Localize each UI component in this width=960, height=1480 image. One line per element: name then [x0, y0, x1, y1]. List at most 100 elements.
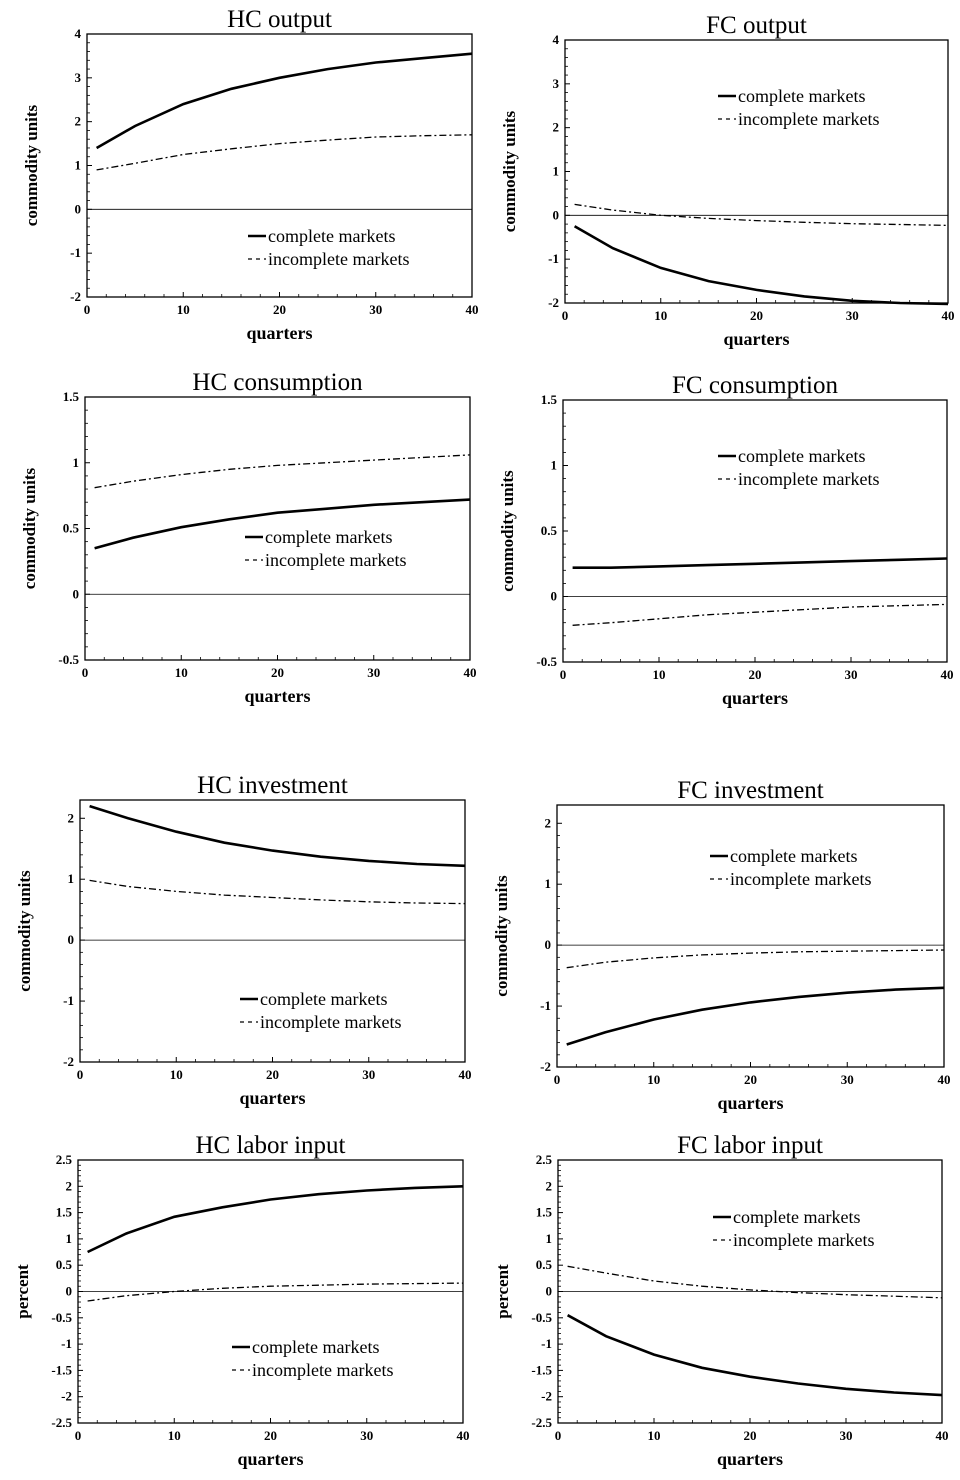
- y-tick-label: -1: [63, 993, 74, 1008]
- legend-label-incomplete: incomplete markets: [252, 1360, 393, 1380]
- y-tick-label: 2: [66, 1178, 73, 1193]
- y-tick-label: 1: [546, 1231, 553, 1246]
- y-axis-label: commodity units: [15, 870, 34, 992]
- x-axis-label: quarters: [724, 329, 790, 349]
- x-tick-label: 30: [367, 665, 380, 680]
- x-tick-label: 20: [271, 665, 284, 680]
- panel-hc-labor: HC labor input 2.5 2 1.5 1 0.5 0 -0.5 -1 -1.5 -2 -2…: [13, 1132, 470, 1469]
- y-tick-label: 2.5: [56, 1152, 73, 1167]
- x-tick-label: 40: [941, 667, 954, 682]
- y-tick-label: -1: [548, 251, 559, 266]
- x-tick-label: 20: [749, 667, 762, 682]
- x-tick-label: 10: [177, 302, 190, 317]
- x-tick-label: 0: [555, 1428, 562, 1443]
- x-tick-label: 10: [175, 665, 188, 680]
- y-tick-label: 0: [66, 1284, 73, 1299]
- y-tick-label: 4: [75, 26, 82, 41]
- legend-label-complete: complete markets: [738, 86, 865, 106]
- y-tick-label: 0: [546, 1284, 553, 1299]
- x-tick-label: 10: [168, 1428, 181, 1443]
- x-tick-label: 30: [841, 1072, 854, 1087]
- panel-title: FC investment: [677, 777, 824, 804]
- series-incomplete-line: [572, 603, 948, 626]
- legend-label-complete: complete markets: [268, 226, 395, 246]
- series-incomplete-line: [96, 134, 473, 171]
- x-axis-label: quarters: [718, 1093, 784, 1113]
- x-tick-label: 20: [266, 1067, 279, 1082]
- x-tick-label: 30: [362, 1067, 375, 1082]
- y-tick-label: 0: [553, 207, 560, 222]
- series-complete-line: [566, 986, 945, 1046]
- y-tick-label: 1.5: [541, 392, 558, 407]
- plot-frame: [562, 399, 948, 663]
- series-complete-line: [566, 1314, 943, 1397]
- series-incomplete-line: [566, 949, 945, 969]
- y-tick-label: -1: [61, 1336, 72, 1351]
- y-tick-label: 4: [553, 32, 560, 47]
- series-incomplete-line: [89, 879, 466, 905]
- y-tick-label: 1.5: [63, 389, 80, 404]
- panel-title: HC investment: [197, 772, 348, 799]
- x-tick-label: 20: [744, 1072, 757, 1087]
- y-tick-label: 0: [73, 586, 80, 601]
- y-tick-label: 2: [75, 114, 82, 129]
- x-tick-label: 20: [264, 1428, 277, 1443]
- y-tick-label: 1: [68, 871, 75, 886]
- y-tick-label: 0.5: [63, 521, 80, 536]
- x-tick-label: 10: [654, 308, 667, 323]
- y-tick-label: -1: [541, 1336, 552, 1351]
- y-tick-label: 1: [545, 876, 552, 891]
- y-tick-label: -2.5: [531, 1415, 552, 1430]
- y-tick-label: 0: [545, 937, 552, 952]
- x-tick-label: 20: [750, 308, 763, 323]
- y-tick-label: 1.5: [56, 1205, 73, 1220]
- x-tick-label: 0: [84, 302, 91, 317]
- x-tick-label: 30: [360, 1428, 373, 1443]
- x-axis-label: quarters: [247, 323, 313, 343]
- y-tick-label: -1: [70, 245, 81, 260]
- y-tick-label: 0.5: [536, 1257, 553, 1272]
- panel-title: HC consumption: [192, 369, 363, 396]
- x-tick-label: 30: [846, 308, 859, 323]
- y-tick-label: 0: [68, 932, 75, 947]
- legend-label-complete: complete markets: [265, 527, 392, 547]
- x-axis-label: quarters: [722, 688, 788, 708]
- legend-label-complete: complete markets: [252, 1337, 379, 1357]
- panel-title: FC output: [706, 12, 807, 39]
- x-tick-label: 40: [466, 302, 479, 317]
- y-tick-label: -2: [540, 1059, 551, 1074]
- x-axis-label: quarters: [238, 1449, 304, 1469]
- x-tick-label: 30: [369, 302, 382, 317]
- series-complete-line: [573, 225, 949, 306]
- x-tick-label: 0: [562, 308, 569, 323]
- series-incomplete-line: [574, 203, 949, 227]
- y-tick-label: -2: [63, 1054, 74, 1069]
- legend-label-complete: complete markets: [730, 846, 857, 866]
- y-tick-label: 1: [73, 455, 80, 470]
- y-tick-label: -2.5: [51, 1415, 72, 1430]
- x-tick-label: 20: [744, 1428, 757, 1443]
- y-tick-label: -2: [61, 1389, 72, 1404]
- panel-title: HC labor input: [196, 1132, 346, 1159]
- x-tick-label: 10: [648, 1428, 661, 1443]
- x-tick-label: 10: [170, 1067, 183, 1082]
- y-tick-label: -0.5: [536, 654, 557, 669]
- y-tick-label: 1: [551, 458, 558, 473]
- legend-label-incomplete: incomplete markets: [265, 550, 406, 570]
- legend-label-incomplete: incomplete markets: [738, 469, 879, 489]
- y-tick-label: -0.5: [58, 652, 79, 667]
- y-tick-label: -1: [540, 998, 551, 1013]
- x-axis-label: quarters: [240, 1088, 306, 1108]
- legend-label-complete: complete markets: [260, 989, 387, 1009]
- series-complete-line: [95, 52, 473, 150]
- x-axis-label: quarters: [717, 1449, 783, 1469]
- series-complete-line: [89, 804, 466, 868]
- y-tick-label: -2: [548, 295, 559, 310]
- y-tick-label: 2: [546, 1178, 553, 1193]
- y-axis-label: percent: [13, 1264, 32, 1319]
- legend-label-incomplete: incomplete markets: [733, 1230, 874, 1250]
